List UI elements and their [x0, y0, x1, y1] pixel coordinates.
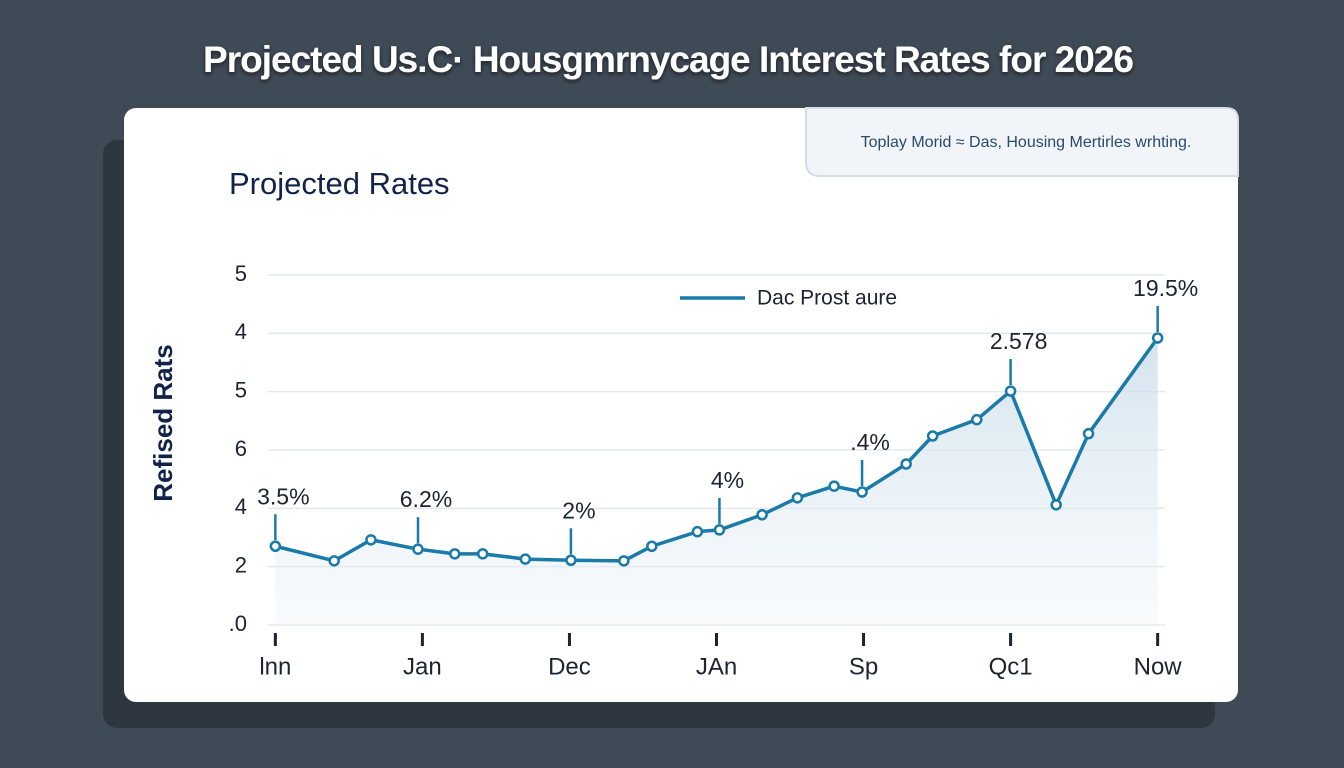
- point: [791, 492, 804, 504]
- annotation: 6.2%: [400, 486, 452, 512]
- point: [565, 554, 577, 566]
- annotation: 19.5%: [1133, 275, 1198, 301]
- annotation: .4%: [850, 429, 890, 455]
- y-tick-label: 4: [235, 319, 247, 344]
- x-tick-label: lnn: [259, 653, 291, 680]
- x-tick-label: Dec: [548, 653, 591, 680]
- x-tick-label: Qc1: [989, 653, 1033, 680]
- point: [1082, 427, 1095, 440]
- point: [828, 480, 840, 492]
- point: [756, 509, 768, 521]
- point: [1004, 385, 1017, 397]
- y-axis-label: Refised Rats: [148, 344, 178, 502]
- annotation: 3.5%: [257, 483, 309, 509]
- note-box: [805, 107, 1239, 177]
- point: [328, 555, 340, 567]
- point: [691, 525, 704, 538]
- point: [476, 548, 489, 560]
- point: [646, 540, 658, 552]
- annotation: 4%: [711, 467, 744, 493]
- point: [449, 548, 461, 560]
- point: [412, 543, 424, 555]
- point: [856, 486, 868, 498]
- y-tick-label: 5: [235, 261, 247, 286]
- point: [971, 413, 983, 426]
- point: [365, 534, 377, 546]
- annotation: 2%: [562, 497, 595, 523]
- x-tick-label: Sp: [849, 653, 878, 680]
- point: [618, 555, 630, 567]
- y-tick-label: 4: [235, 494, 247, 519]
- x-tick-label: JAn: [696, 653, 737, 680]
- chart-title: Projected Rates: [229, 166, 450, 201]
- y-tick-label: .0: [229, 611, 247, 636]
- area: [275, 338, 1158, 625]
- legend-label: Dac Prost aure: [757, 287, 897, 310]
- point: [926, 430, 939, 442]
- y-tick-label: 5: [235, 377, 247, 402]
- page-title: Projected Us.C· Housgmrnycage Interest R…: [203, 39, 1133, 80]
- point: [1151, 332, 1164, 344]
- y-tick-label: 6: [235, 436, 247, 461]
- annotation: 2.578: [990, 328, 1048, 354]
- point: [1050, 499, 1062, 511]
- point: [900, 458, 912, 470]
- point: [519, 553, 532, 565]
- note: Toplay Morid ≈ Das, Housing Mertirles wr…: [861, 134, 1192, 151]
- x-tick-label: Jan: [403, 653, 442, 680]
- x-tick-label: Now: [1134, 653, 1183, 680]
- y-tick-label: 2: [235, 552, 247, 577]
- point: [269, 540, 282, 552]
- point: [713, 524, 726, 536]
